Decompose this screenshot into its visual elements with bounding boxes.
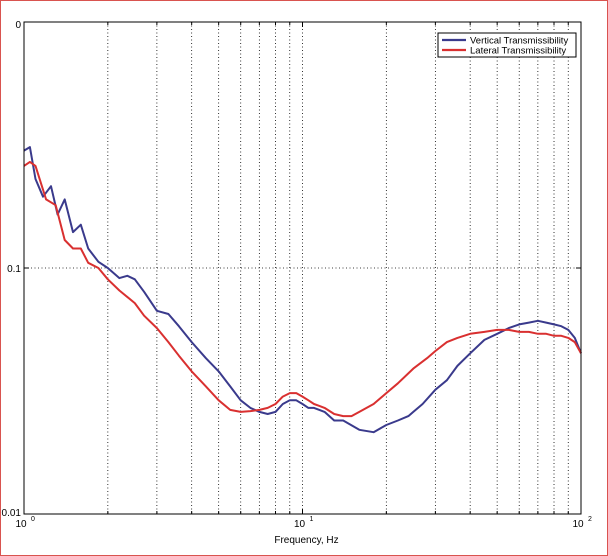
series-line-lateral xyxy=(23,160,582,418)
x-tick-exponent: 0 xyxy=(31,516,35,523)
series-layer xyxy=(23,146,582,434)
y-tick-label: 0.01 xyxy=(2,508,22,519)
x-axis-label: Frequency, Hz xyxy=(274,535,338,546)
x-tick-label: 10 xyxy=(572,519,584,530)
x-tick-exponent: 1 xyxy=(310,516,314,523)
legend-box xyxy=(437,32,577,58)
legend-label: Vertical Transmissibility xyxy=(470,36,568,47)
tick-marks xyxy=(23,21,581,515)
y-tick-label: 0.1 xyxy=(7,264,21,275)
x-tick-label: 10 xyxy=(15,519,27,530)
x-tick-label: 10 xyxy=(294,519,306,530)
x-tick-exponent: 2 xyxy=(588,516,592,523)
series-line-vertical xyxy=(23,146,582,434)
y-tick-label: 0 xyxy=(15,20,21,31)
tick-labels: 10 0 10 1 10 2 0 0.1 0.01 xyxy=(2,20,592,530)
legend-label: Lateral Transmissibility xyxy=(470,46,566,57)
